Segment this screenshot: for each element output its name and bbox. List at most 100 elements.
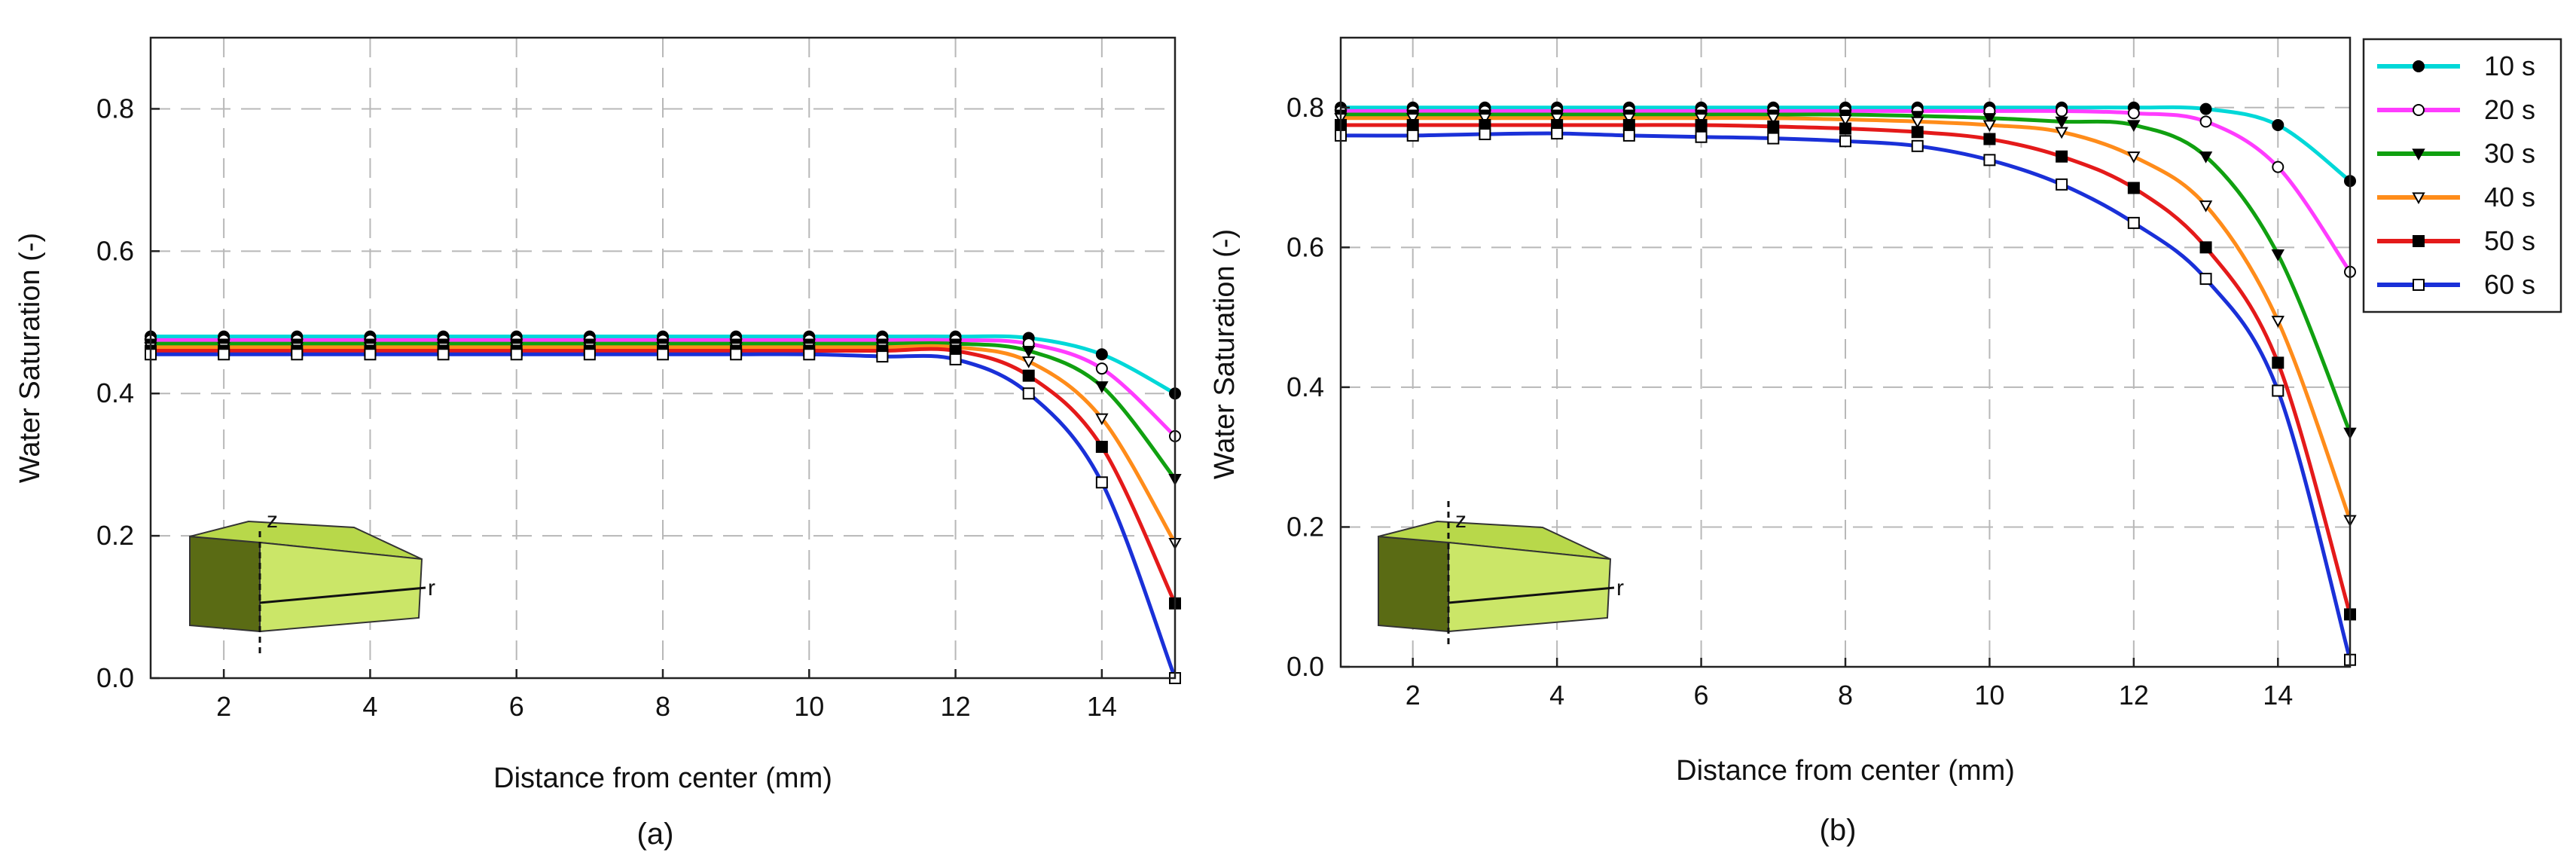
x-axis-title: Distance from center (mm) [493, 763, 832, 794]
data-point [510, 348, 523, 361]
legend-box [2362, 38, 2562, 313]
x-tick-label: 2 [216, 691, 231, 722]
chart-panel-b: z r 2 4 6 8 10 12 14 0.0 0.2 0.4 0.6 0.8 Distance f… [1209, 36, 2562, 847]
data-point [2199, 241, 2212, 254]
data-point [437, 348, 450, 361]
data-point [218, 348, 230, 361]
data-point [2272, 384, 2285, 397]
data-point [583, 348, 596, 361]
data-point [291, 348, 304, 361]
legend-label: 10 s [2484, 50, 2535, 81]
data-point [2199, 115, 2212, 128]
data-point [1478, 113, 1492, 125]
series-line [1340, 131, 2352, 661]
data-point [657, 348, 669, 361]
data-point [730, 348, 743, 361]
x-tick-label: 10 [1974, 680, 2004, 711]
inset-wedge-diagram: z r [189, 508, 435, 657]
legend-marker [2413, 60, 2425, 72]
data-point [2127, 216, 2140, 229]
legend-label: 50 s [2484, 225, 2535, 256]
data-point [2199, 102, 2212, 115]
data-point [2127, 107, 2140, 120]
r-axis-line [259, 586, 426, 604]
series-line [1341, 112, 2352, 434]
x-tick-label: 6 [1694, 680, 1709, 711]
y-tick-label: 0.0 [1286, 651, 1324, 682]
wedge-front-face [1448, 541, 1612, 633]
data-point [2199, 151, 2213, 164]
wedge-side-face [1378, 535, 1449, 633]
data-point [2272, 160, 2285, 173]
series-line [151, 352, 1177, 679]
data-point [1982, 113, 1997, 125]
legend-label: 30 s [2484, 138, 2535, 169]
data-point [2272, 118, 2285, 131]
inset-r-label: r [428, 576, 435, 601]
y-tick-label: 0.2 [96, 520, 134, 551]
data-point [2055, 127, 2068, 139]
data-point [1022, 387, 1035, 400]
data-point [1406, 129, 1419, 142]
wedge-top-face [189, 520, 423, 560]
x-tick-label: 14 [2263, 680, 2293, 711]
data-point [2056, 150, 2068, 163]
data-point [1983, 133, 1996, 145]
legend: 10 s 20 s 30 s 40 s 50 s 60 s [2362, 38, 2562, 313]
inset-r-label: r [1616, 576, 1624, 601]
data-point [2127, 182, 2140, 194]
series-line [151, 347, 1177, 604]
x-tick-label: 8 [655, 691, 670, 722]
data-point [1839, 114, 1852, 127]
series-line [1340, 123, 2352, 616]
data-point [1622, 113, 1636, 125]
data-point [1550, 113, 1564, 125]
r-axis-line [1448, 586, 1615, 604]
y-axis-title: Water Saturation (-) [14, 233, 46, 483]
panel-caption: (a) [637, 818, 674, 851]
inset-z-label: z [267, 508, 278, 533]
data-point [1095, 413, 1109, 426]
x-tick-label: 14 [1087, 691, 1117, 722]
legend-label: 60 s [2484, 269, 2535, 300]
y-tick-label: 0.0 [96, 662, 134, 693]
y-tick-label: 0.4 [96, 377, 134, 408]
legend-marker [2413, 104, 2425, 116]
data-point [1767, 132, 1780, 145]
data-point [1406, 118, 1419, 131]
series-line [1341, 116, 2352, 521]
legend-marker [2413, 279, 2425, 291]
legend-marker [2412, 192, 2425, 205]
wedge-top-face [1378, 520, 1611, 560]
y-axis-title: Water Saturation (-) [1209, 229, 1241, 479]
data-point [1622, 118, 1635, 131]
data-point [2271, 249, 2285, 261]
data-point [1983, 154, 1996, 167]
x-tick-label: 8 [1838, 680, 1853, 711]
data-point [1551, 127, 1564, 140]
data-point [1766, 113, 1780, 125]
legend-marker [2413, 235, 2425, 247]
data-point [1095, 441, 1108, 454]
y-tick-label: 0.4 [1286, 371, 1324, 402]
data-point [1695, 118, 1708, 131]
y-tick-label: 0.2 [1286, 511, 1324, 542]
data-point [1022, 356, 1036, 368]
data-point [1911, 116, 1924, 129]
data-point [1695, 130, 1708, 143]
data-point [2199, 273, 2212, 286]
legend-marker [2412, 148, 2425, 161]
inset-z-label: z [1455, 508, 1467, 533]
data-point [1406, 113, 1420, 125]
y-tick-label: 0.6 [1286, 231, 1324, 262]
y-tick-label: 0.6 [96, 235, 134, 266]
data-point [1622, 129, 1635, 142]
x-tick-label: 12 [941, 691, 971, 722]
data-point [1095, 348, 1108, 361]
wedge-side-face [189, 535, 261, 633]
data-point [1095, 362, 1108, 375]
x-tick-label: 2 [1406, 680, 1421, 711]
x-tick-label: 4 [362, 691, 377, 722]
data-point [1022, 345, 1036, 358]
data-point [949, 353, 962, 365]
